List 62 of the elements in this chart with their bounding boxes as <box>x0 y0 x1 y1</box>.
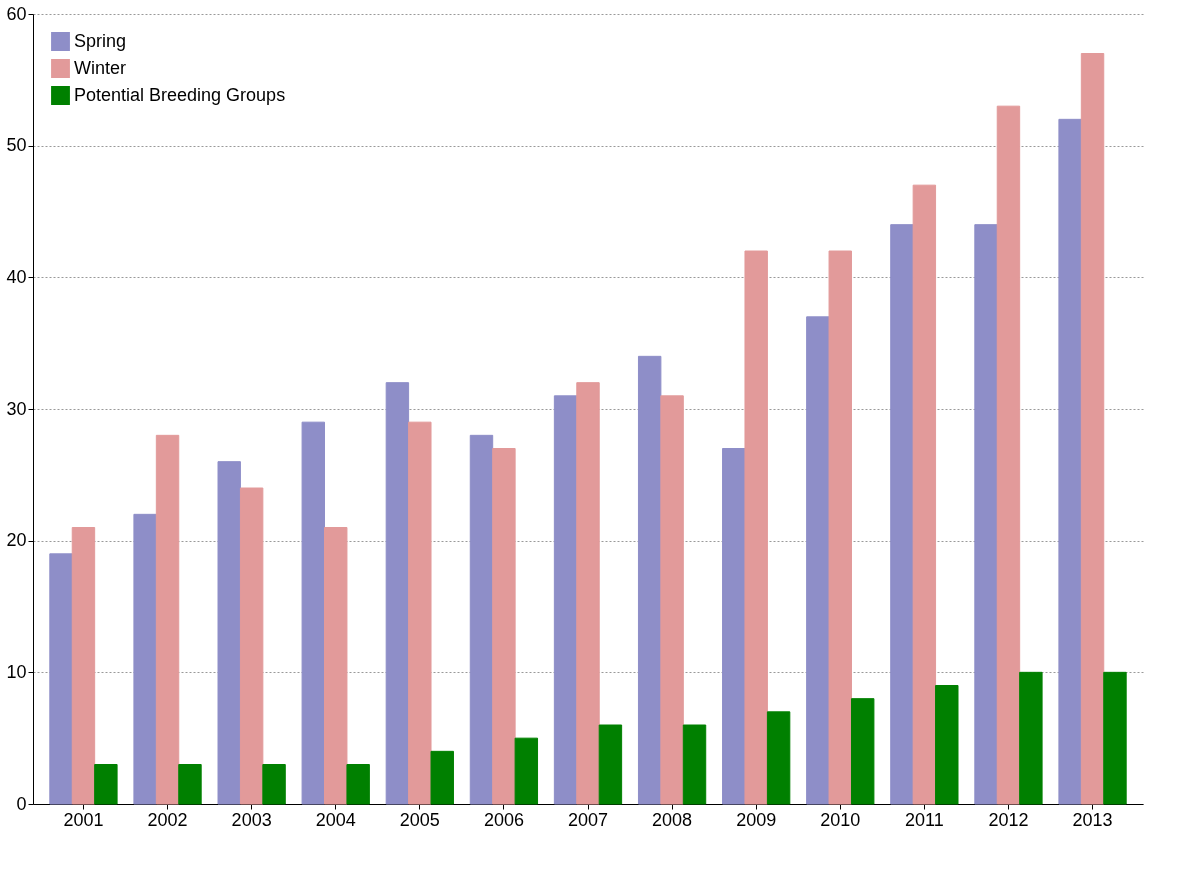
bar <box>598 724 623 805</box>
x-tick-label: 2006 <box>483 809 524 830</box>
bar <box>744 250 768 805</box>
bar <box>1019 671 1043 805</box>
bar <box>1080 53 1105 805</box>
bar <box>1103 671 1127 805</box>
y-tick-label: 40 <box>6 266 27 287</box>
x-tick-label: 2003 <box>231 809 272 830</box>
bar <box>996 105 1021 805</box>
bar <box>974 224 998 805</box>
legend-label: Potential Breeding Groups <box>74 84 286 105</box>
bar <box>850 698 875 805</box>
legend-label: Winter <box>74 57 127 78</box>
bar <box>239 487 264 805</box>
bar <box>912 184 937 805</box>
bar <box>553 395 578 805</box>
legend-label: Spring <box>74 30 127 51</box>
bar <box>806 316 830 805</box>
bar <box>935 685 959 805</box>
bar <box>385 382 410 805</box>
x-tick-label: 2009 <box>736 809 777 830</box>
bar <box>133 513 157 805</box>
bar <box>155 434 180 805</box>
bar <box>660 395 684 805</box>
x-tick-label: 2013 <box>1072 809 1113 830</box>
x-tick-label: 2010 <box>820 809 861 830</box>
x-tick-label: 2007 <box>567 809 609 830</box>
x-tick-label: 2005 <box>399 809 440 830</box>
bar <box>301 421 326 805</box>
x-tick-label: 2004 <box>315 809 356 830</box>
bar <box>890 224 914 805</box>
bar <box>682 724 707 805</box>
x-tick-label: 2002 <box>147 809 188 830</box>
y-tick-label: 50 <box>6 135 27 156</box>
bar <box>469 434 494 805</box>
bar <box>514 737 539 805</box>
bar <box>637 355 662 805</box>
y-tick-label: 0 <box>16 793 27 814</box>
bar <box>94 764 118 805</box>
x-tick-label: 2001 <box>63 809 104 830</box>
bar <box>346 764 370 805</box>
y-tick-label: 60 <box>6 3 27 24</box>
y-tick-label: 20 <box>6 530 27 551</box>
x-tick-label: 2012 <box>988 809 1029 830</box>
bar <box>430 750 454 805</box>
bar <box>324 527 348 805</box>
bar <box>178 764 202 805</box>
bar <box>71 527 96 805</box>
bar <box>49 553 73 805</box>
bar <box>1058 118 1082 805</box>
x-tick-label: 2011 <box>905 809 944 830</box>
x-tick-label: 2008 <box>652 809 693 830</box>
bar <box>262 764 286 805</box>
bar <box>492 448 516 805</box>
bar <box>766 711 791 805</box>
bar <box>217 461 241 805</box>
bar <box>408 421 432 805</box>
bar <box>722 448 746 805</box>
y-tick-label: 10 <box>6 661 27 682</box>
y-tick-label: 30 <box>6 398 27 419</box>
bar <box>828 250 852 805</box>
bar <box>576 382 600 805</box>
